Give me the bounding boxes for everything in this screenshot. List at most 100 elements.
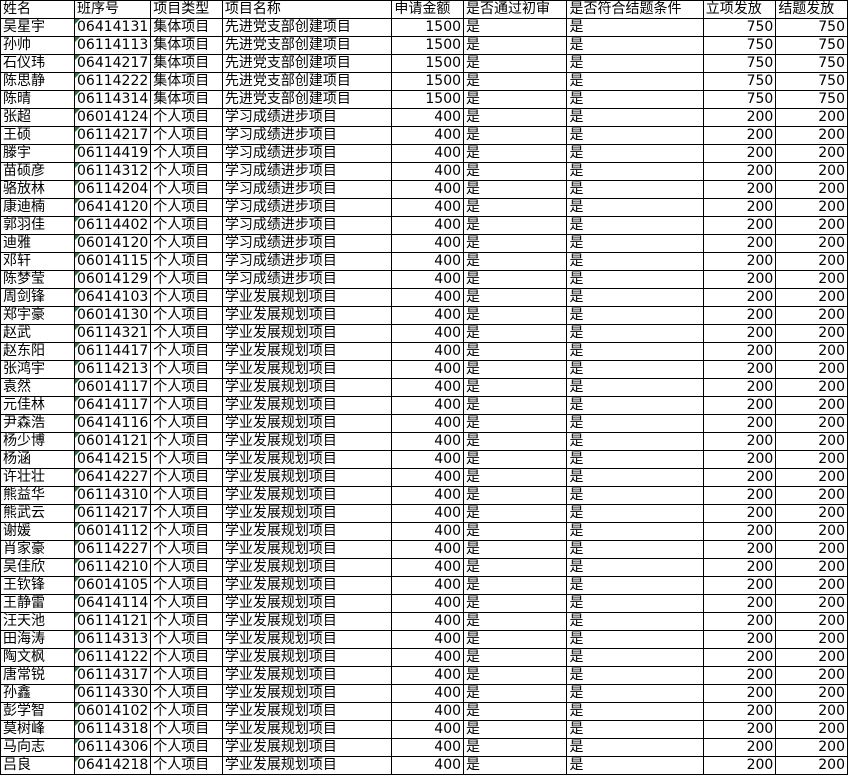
cell-project-type[interactable]: 个人项目 bbox=[150, 738, 223, 757]
cell-amount[interactable]: 400 bbox=[391, 648, 465, 667]
cell-project-name[interactable]: 学业发展规划项目 bbox=[221, 450, 393, 469]
cell-project-name[interactable]: 学业发展规划项目 bbox=[221, 306, 393, 325]
cell-completion-eligible[interactable]: 是 bbox=[566, 288, 704, 307]
cell-amount[interactable]: 400 bbox=[391, 162, 465, 181]
cell-project-name[interactable]: 学业发展规划项目 bbox=[221, 720, 393, 739]
cell-project-name[interactable]: 学业发展规划项目 bbox=[221, 756, 393, 775]
cell-project-name[interactable]: 学业发展规划项目 bbox=[221, 522, 393, 541]
cell-class-id[interactable]: 06114402 bbox=[73, 216, 152, 235]
cell-approval-payment[interactable]: 750 bbox=[702, 90, 777, 109]
cell-class-id[interactable]: 06014115 bbox=[73, 252, 152, 271]
cell-initial-review[interactable]: 是 bbox=[463, 378, 568, 397]
cell-name[interactable]: 熊武云 bbox=[0, 504, 75, 523]
cell-project-type[interactable]: 个人项目 bbox=[150, 720, 223, 739]
cell-completion-eligible[interactable]: 是 bbox=[566, 378, 704, 397]
cell-initial-review[interactable]: 是 bbox=[463, 306, 568, 325]
cell-completion-eligible[interactable]: 是 bbox=[566, 666, 704, 685]
cell-project-type[interactable]: 个人项目 bbox=[150, 270, 223, 289]
cell-project-type[interactable]: 个人项目 bbox=[150, 540, 223, 559]
cell-amount[interactable]: 400 bbox=[391, 612, 465, 631]
cell-project-name[interactable]: 学业发展规划项目 bbox=[221, 684, 393, 703]
cell-project-name[interactable]: 学业发展规划项目 bbox=[221, 504, 393, 523]
cell-project-type[interactable]: 个人项目 bbox=[150, 432, 223, 451]
cell-amount[interactable]: 400 bbox=[391, 144, 465, 163]
cell-approval-payment[interactable]: 200 bbox=[702, 666, 777, 685]
cell-class-id[interactable]: 06114210 bbox=[73, 558, 152, 577]
cell-initial-review[interactable]: 是 bbox=[463, 630, 568, 649]
cell-amount[interactable]: 400 bbox=[391, 702, 465, 721]
cell-project-name[interactable]: 学业发展规划项目 bbox=[221, 324, 393, 343]
cell-project-type[interactable]: 个人项目 bbox=[150, 684, 223, 703]
cell-name[interactable]: 元佳林 bbox=[0, 396, 75, 415]
cell-completion-payment[interactable]: 200 bbox=[775, 360, 848, 379]
cell-project-name[interactable]: 学业发展规划项目 bbox=[221, 468, 393, 487]
cell-project-name[interactable]: 学习成绩进步项目 bbox=[221, 144, 393, 163]
cell-project-type[interactable]: 个人项目 bbox=[150, 252, 223, 271]
cell-completion-payment[interactable]: 750 bbox=[775, 72, 848, 91]
cell-class-id[interactable]: 06414120 bbox=[73, 198, 152, 217]
cell-approval-payment[interactable]: 200 bbox=[702, 738, 777, 757]
cell-completion-eligible[interactable]: 是 bbox=[566, 54, 704, 73]
cell-name[interactable]: 孙鑫 bbox=[0, 684, 75, 703]
cell-class-id[interactable]: 06114204 bbox=[73, 180, 152, 199]
cell-project-type[interactable]: 个人项目 bbox=[150, 216, 223, 235]
cell-project-type[interactable]: 个人项目 bbox=[150, 342, 223, 361]
cell-project-type[interactable]: 集体项目 bbox=[150, 72, 223, 91]
cell-approval-payment[interactable]: 750 bbox=[702, 54, 777, 73]
cell-name[interactable]: 熊益华 bbox=[0, 486, 75, 505]
cell-completion-payment[interactable]: 200 bbox=[775, 486, 848, 505]
cell-amount[interactable]: 400 bbox=[391, 720, 465, 739]
cell-initial-review[interactable]: 是 bbox=[463, 180, 568, 199]
cell-approval-payment[interactable]: 200 bbox=[702, 288, 777, 307]
cell-completion-payment[interactable]: 200 bbox=[775, 666, 848, 685]
cell-completion-eligible[interactable]: 是 bbox=[566, 756, 704, 775]
cell-completion-payment[interactable]: 200 bbox=[775, 450, 848, 469]
cell-name[interactable]: 张超 bbox=[0, 108, 75, 127]
cell-completion-eligible[interactable]: 是 bbox=[566, 126, 704, 145]
cell-initial-review[interactable]: 是 bbox=[463, 90, 568, 109]
cell-project-name[interactable]: 学业发展规划项目 bbox=[221, 594, 393, 613]
cell-completion-payment[interactable]: 200 bbox=[775, 612, 848, 631]
cell-name[interactable]: 骆放林 bbox=[0, 180, 75, 199]
cell-project-name[interactable]: 学习成绩进步项目 bbox=[221, 270, 393, 289]
cell-class-id[interactable]: 06414103 bbox=[73, 288, 152, 307]
cell-approval-payment[interactable]: 200 bbox=[702, 684, 777, 703]
cell-initial-review[interactable]: 是 bbox=[463, 594, 568, 613]
cell-completion-payment[interactable]: 750 bbox=[775, 18, 848, 37]
cell-amount[interactable]: 400 bbox=[391, 252, 465, 271]
cell-completion-eligible[interactable]: 是 bbox=[566, 342, 704, 361]
cell-class-id[interactable]: 06414117 bbox=[73, 396, 152, 415]
header-amount[interactable]: 申请金额 bbox=[391, 0, 465, 19]
cell-completion-payment[interactable]: 200 bbox=[775, 162, 848, 181]
cell-project-name[interactable]: 学业发展规划项目 bbox=[221, 558, 393, 577]
cell-project-name[interactable]: 先进党支部创建项目 bbox=[221, 72, 393, 91]
cell-class-id[interactable]: 06114113 bbox=[73, 36, 152, 55]
cell-initial-review[interactable]: 是 bbox=[463, 252, 568, 271]
cell-name[interactable]: 田海涛 bbox=[0, 630, 75, 649]
cell-completion-eligible[interactable]: 是 bbox=[566, 306, 704, 325]
cell-approval-payment[interactable]: 200 bbox=[702, 306, 777, 325]
cell-amount[interactable]: 400 bbox=[391, 108, 465, 127]
cell-class-id[interactable]: 06014130 bbox=[73, 306, 152, 325]
cell-initial-review[interactable]: 是 bbox=[463, 324, 568, 343]
cell-class-id[interactable]: 06114318 bbox=[73, 720, 152, 739]
cell-completion-payment[interactable]: 200 bbox=[775, 594, 848, 613]
cell-completion-payment[interactable]: 200 bbox=[775, 216, 848, 235]
cell-class-id[interactable]: 06414218 bbox=[73, 756, 152, 775]
cell-initial-review[interactable]: 是 bbox=[463, 432, 568, 451]
cell-completion-payment[interactable]: 200 bbox=[775, 378, 848, 397]
cell-completion-eligible[interactable]: 是 bbox=[566, 396, 704, 415]
cell-class-id[interactable]: 06014120 bbox=[73, 234, 152, 253]
cell-project-type[interactable]: 个人项目 bbox=[150, 162, 223, 181]
cell-amount[interactable]: 400 bbox=[391, 306, 465, 325]
cell-project-type[interactable]: 个人项目 bbox=[150, 450, 223, 469]
cell-amount[interactable]: 400 bbox=[391, 468, 465, 487]
cell-initial-review[interactable]: 是 bbox=[463, 18, 568, 37]
cell-name[interactable]: 吴佳欣 bbox=[0, 558, 75, 577]
cell-project-type[interactable]: 个人项目 bbox=[150, 306, 223, 325]
cell-amount[interactable]: 1500 bbox=[391, 36, 465, 55]
cell-amount[interactable]: 400 bbox=[391, 522, 465, 541]
cell-initial-review[interactable]: 是 bbox=[463, 108, 568, 127]
cell-name[interactable]: 苗硕彦 bbox=[0, 162, 75, 181]
cell-project-type[interactable]: 个人项目 bbox=[150, 612, 223, 631]
